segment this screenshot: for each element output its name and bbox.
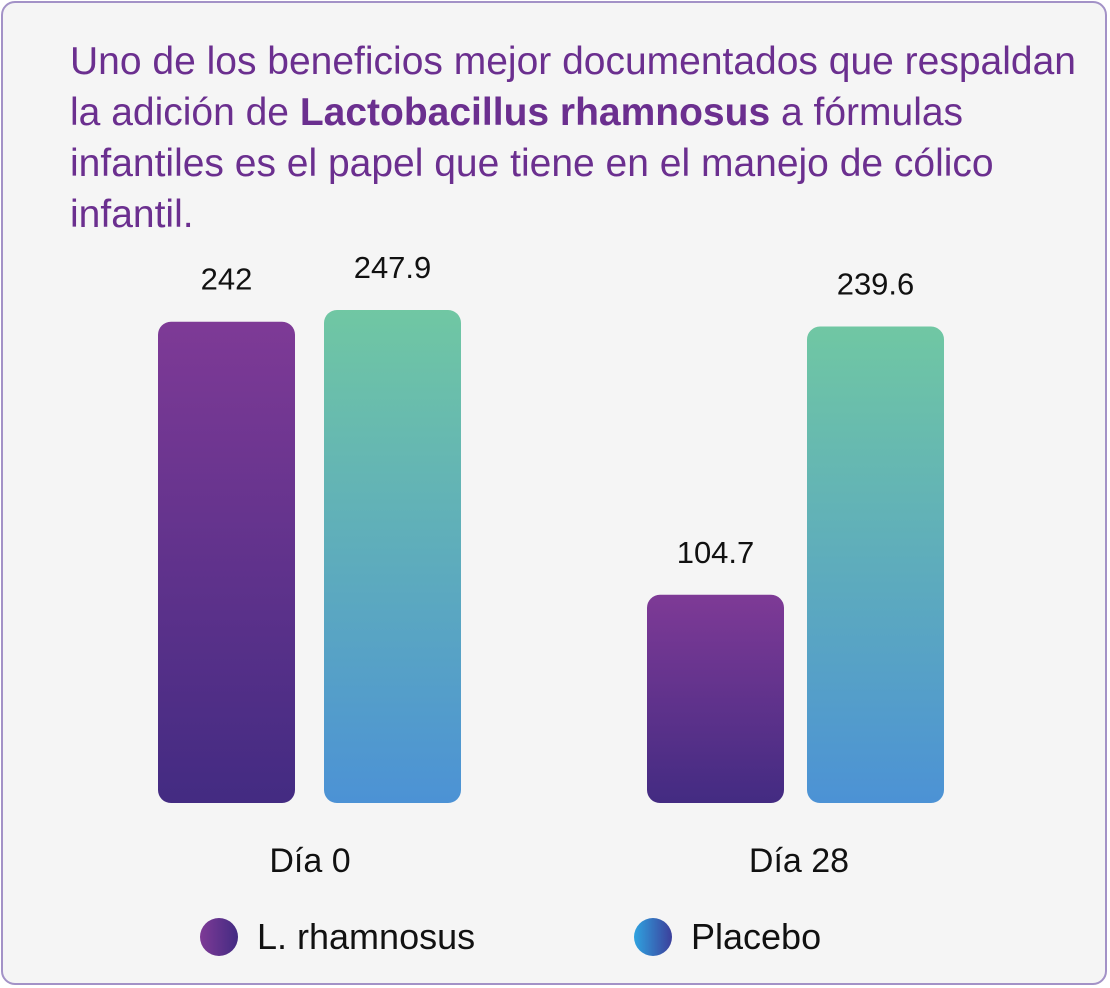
chart-title: Uno de los beneficios mejor documentados… xyxy=(70,36,1090,240)
value-label-placebo-dia-0: 247.9 xyxy=(354,250,432,285)
value-label-placebo-dia-28: 239.6 xyxy=(837,267,915,302)
title-text-start: Uno de los beneficios mejor documentados… xyxy=(70,40,1076,134)
legend-swatch-placebo xyxy=(634,918,672,956)
bar-l-rhamnosus-dia-28 xyxy=(647,594,784,803)
legend-label-l-rhamnosus: L. rhamnosus xyxy=(257,916,476,957)
category-label-dia-0: Día 0 xyxy=(269,842,350,880)
legend-item-l-rhamnosus: L. rhamnosus xyxy=(200,914,475,960)
bar-l-rhamnosus-dia-0 xyxy=(158,321,295,803)
bar-placebo-dia-0 xyxy=(324,310,461,803)
legend-item-placebo: Placebo xyxy=(634,914,821,960)
value-label-l-rhamnosus-dia-0: 242 xyxy=(201,262,253,297)
bar-placebo-dia-28 xyxy=(807,326,944,803)
category-label-dia-28: Día 28 xyxy=(749,842,849,880)
title-species-emphasis: Lactobacillus rhamnosus xyxy=(299,91,771,134)
legend-label-placebo: Placebo xyxy=(691,916,822,957)
legend-swatch-l-rhamnosus xyxy=(200,918,238,956)
chart-legend: L. rhamnosus Placebo xyxy=(0,914,1110,960)
title-text-end: a fórmulas infantiles es el papel que ti… xyxy=(70,91,994,236)
value-label-l-rhamnosus-dia-28: 104.7 xyxy=(677,535,755,570)
